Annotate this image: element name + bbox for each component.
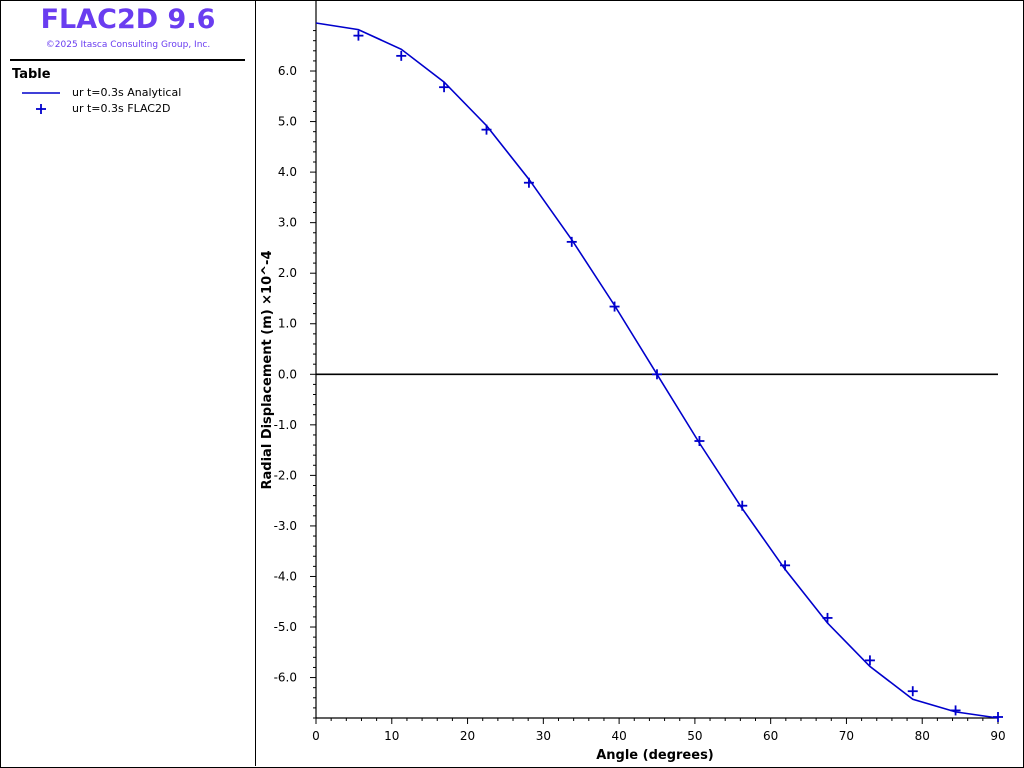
data-point-marker [439,82,450,93]
x-tick-label: 40 [611,729,626,743]
data-point-marker [609,301,620,312]
data-point-marker [396,50,407,61]
data-point-marker [737,500,748,511]
data-point-marker [353,30,364,41]
y-tick-label: 1.0 [278,317,297,331]
x-axis-label: Angle (degrees) [596,748,714,763]
x-tick-label: 10 [384,729,399,743]
copyright-text: ©2025 Itasca Consulting Group, Inc. [45,40,211,50]
data-point-marker [950,705,961,716]
x-tick-label: 20 [460,729,475,743]
data-point-marker [523,177,534,188]
x-tick-label: 70 [839,729,854,743]
data-point-marker [566,236,577,247]
legend-divider [10,59,245,61]
legend-line-swatch [22,92,60,94]
legend-item-label: ur t=0.3s FLAC2D [72,102,171,115]
y-axis-label: Radial Displacement (m) ×10^-4 [260,251,275,490]
legend-item-label: ur t=0.3s Analytical [72,86,182,99]
x-tick-label: 60 [763,729,778,743]
data-point-marker [907,686,918,697]
y-tick-label: -2.0 [274,468,297,482]
y-tick-label: 2.0 [278,266,297,280]
x-tick-label: 0 [312,729,320,743]
y-tick-label: 5.0 [278,115,297,129]
data-point-marker [993,711,1003,722]
x-tick-labels: 0 10 20 30 40 50 60 70 80 90 [312,729,1005,743]
app-title: FLAC2D 9.6 [40,4,216,35]
x-tick-label: 80 [915,729,930,743]
series-layer [315,22,1003,722]
y-tick-labels: 6.0 5.0 4.0 3.0 2.0 1.0 0.0 -1.0 -2.0 -3.0 -4.0 -5.… [274,64,297,685]
y-tick-label: 3.0 [278,216,297,230]
data-point-marker [780,560,791,571]
legend-plus-marker-icon [36,104,46,114]
x-tick-label: 50 [687,729,702,743]
y-tick-label: -6.0 [274,671,297,685]
legend-panel: FLAC2D 9.6 ©2025 Itasca Consulting Group… [0,0,256,766]
data-point-marker [864,655,875,666]
y-tick-label: 6.0 [278,64,297,78]
y-tick-label: -5.0 [274,620,297,634]
y-tick-label: -4.0 [274,569,297,583]
data-point-marker [652,369,662,380]
tick-marks [310,30,999,724]
chart-plot: 0 10 20 30 40 50 60 70 80 90 6.0 5.0 4.0 3.0 2.0 1.0 0.… [260,0,1006,763]
data-point-marker [694,436,705,447]
y-tick-label: 0.0 [278,367,297,381]
y-tick-label: -3.0 [274,519,297,533]
y-tick-label: -1.0 [274,418,297,432]
legend-title: Table [12,67,51,82]
y-tick-label: 4.0 [278,165,297,179]
x-tick-label: 30 [536,729,551,743]
x-tick-label: 90 [990,729,1005,743]
data-point-marker [822,612,833,623]
data-point-marker [481,124,492,135]
